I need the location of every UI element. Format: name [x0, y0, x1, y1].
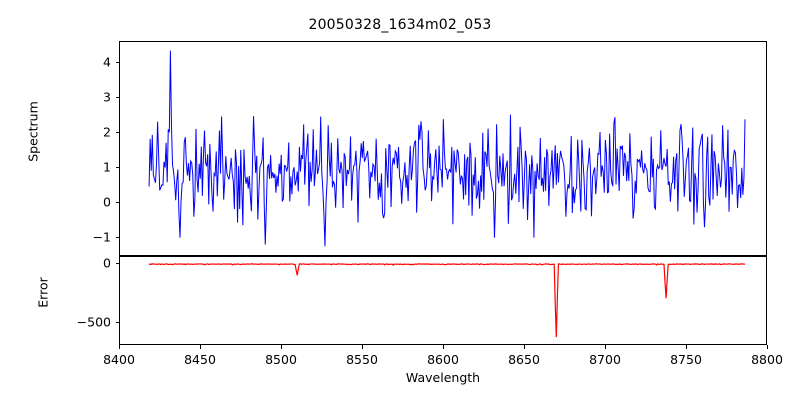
- wavelength-xtick-mark: [524, 345, 525, 349]
- wavelength-xtick-label: 8650: [508, 352, 540, 367]
- error-ytick-mark: [115, 321, 119, 323]
- spectrum-ytick-mark: [115, 62, 119, 63]
- error-ytick-mark: [115, 263, 119, 264]
- wavelength-xtick-label: 8750: [670, 352, 702, 367]
- error-ytick-label: 0: [103, 255, 111, 271]
- wavelength-xtick-label: 8400: [103, 352, 135, 367]
- spectrum-ytick-mark: [115, 236, 119, 238]
- spectrum-ytick-mark: [115, 131, 119, 133]
- spectrum-ytick-label: 0: [103, 194, 111, 210]
- spectrum-ytick-label: 4: [103, 54, 111, 70]
- spectrum-trace: [120, 42, 766, 255]
- spectrum-ytick-label: 3: [103, 89, 111, 105]
- wavelength-xtick-mark: [200, 345, 201, 349]
- spectrum-ytick-label: 1: [103, 159, 111, 175]
- wavelength-xtick-label: 8450: [184, 352, 216, 367]
- wavelength-xtick-mark: [605, 345, 606, 349]
- wavelength-xtick-mark: [443, 345, 444, 349]
- wavelength-xtick-mark: [281, 345, 282, 349]
- error-trace: [120, 257, 766, 344]
- wavelength-xtick-mark: [767, 345, 768, 349]
- wavelength-xtick-label: 8700: [589, 352, 621, 367]
- spectrum-ytick-mark: [115, 201, 119, 203]
- wavelength-xtick-label: 8800: [751, 352, 783, 367]
- wavelength-xtick-mark: [119, 345, 120, 349]
- wavelength-xtick-mark: [686, 345, 687, 349]
- spectrum-ytick-label: −1: [92, 229, 111, 245]
- wavelength-xtick-label: 8600: [427, 352, 459, 367]
- x-axis-label: Wavelength: [405, 370, 481, 385]
- spectrum-axis-label: Spectrum: [25, 101, 41, 162]
- error-plot-area: [119, 256, 767, 345]
- error-ytick-label: −500: [76, 314, 111, 330]
- wavelength-xtick-label: 8500: [265, 352, 297, 367]
- spectrum-ytick-mark: [115, 96, 119, 98]
- page-title: 20050328_1634m02_053: [308, 17, 492, 33]
- spectrum-plot-area: [119, 41, 767, 256]
- wavelength-xtick-label: 8550: [346, 352, 378, 367]
- wavelength-xtick-mark: [362, 345, 363, 349]
- spectrum-ytick-label: 2: [103, 124, 111, 140]
- error-axis-label: Error: [35, 277, 51, 308]
- spectrum-ytick-mark: [115, 166, 119, 168]
